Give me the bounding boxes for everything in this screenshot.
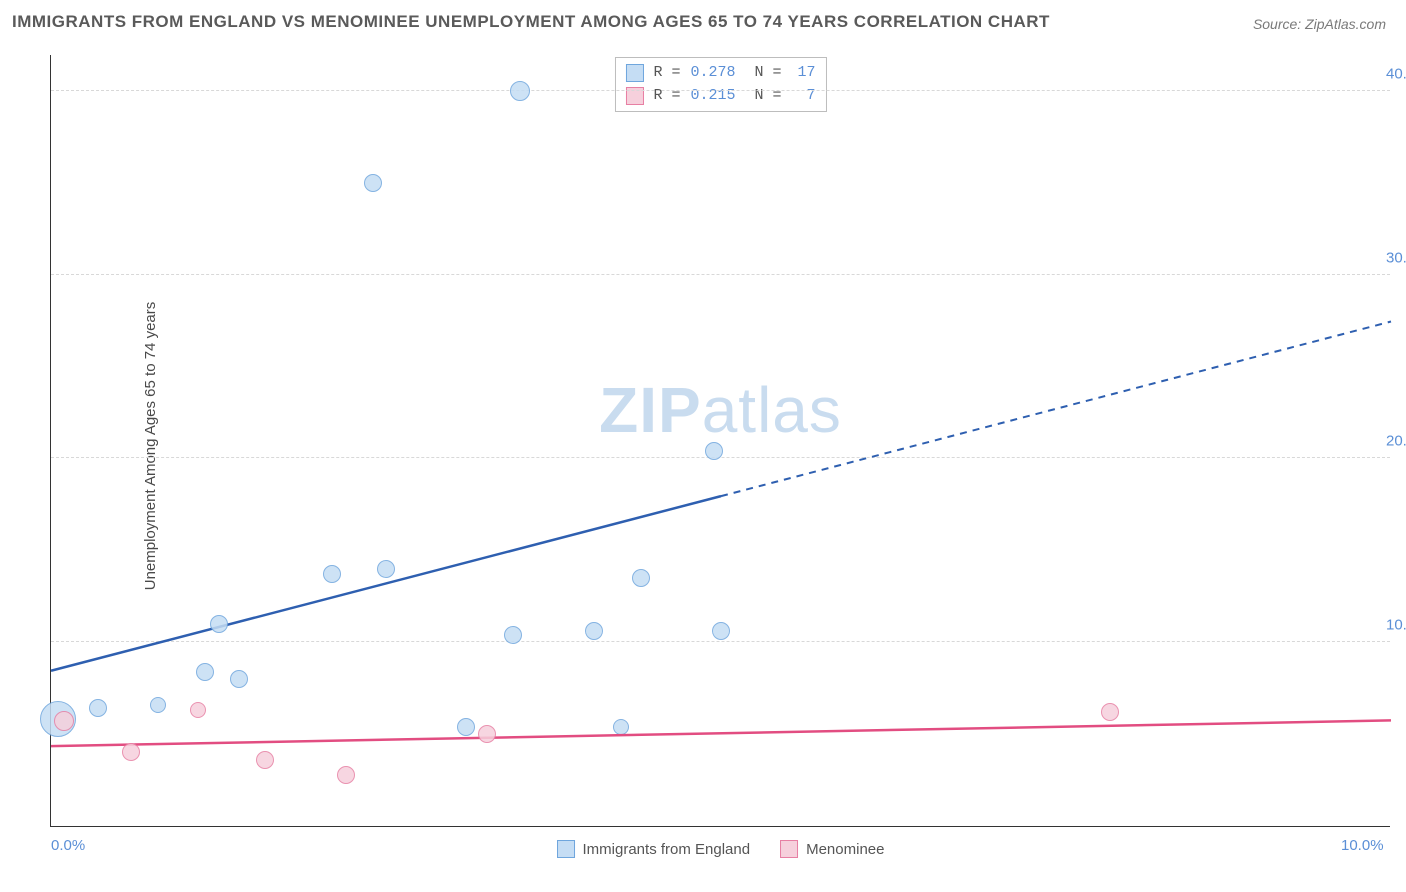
legend-series-label: Menominee [806,841,884,858]
menominee-point [190,702,206,718]
legend-swatch [780,840,798,858]
menominee-point [256,751,274,769]
legend-series-label: Immigrants from England [583,841,751,858]
legend-series-item: Menominee [780,840,884,858]
x-tick-label: 10.0% [1341,837,1384,854]
source-attribution: Source: ZipAtlas.com [1253,16,1386,32]
chart-title: IMMIGRANTS FROM ENGLAND VS MENOMINEE UNE… [12,12,1050,32]
menominee-point [1101,703,1119,721]
plot-area: ZIPatlas R =0.278 N =17R =0.215 N =7 Imm… [50,55,1390,827]
menominee-point [478,725,496,743]
legend-series-item: Immigrants from England [557,840,751,858]
legend-series: Immigrants from England Menominee [557,840,885,858]
menominee-point [54,711,74,731]
menominee-point [122,743,140,761]
x-tick-label: 0.0% [51,837,85,854]
menominee-trendline [51,55,1391,827]
legend-swatch [557,840,575,858]
menominee-point [337,766,355,784]
